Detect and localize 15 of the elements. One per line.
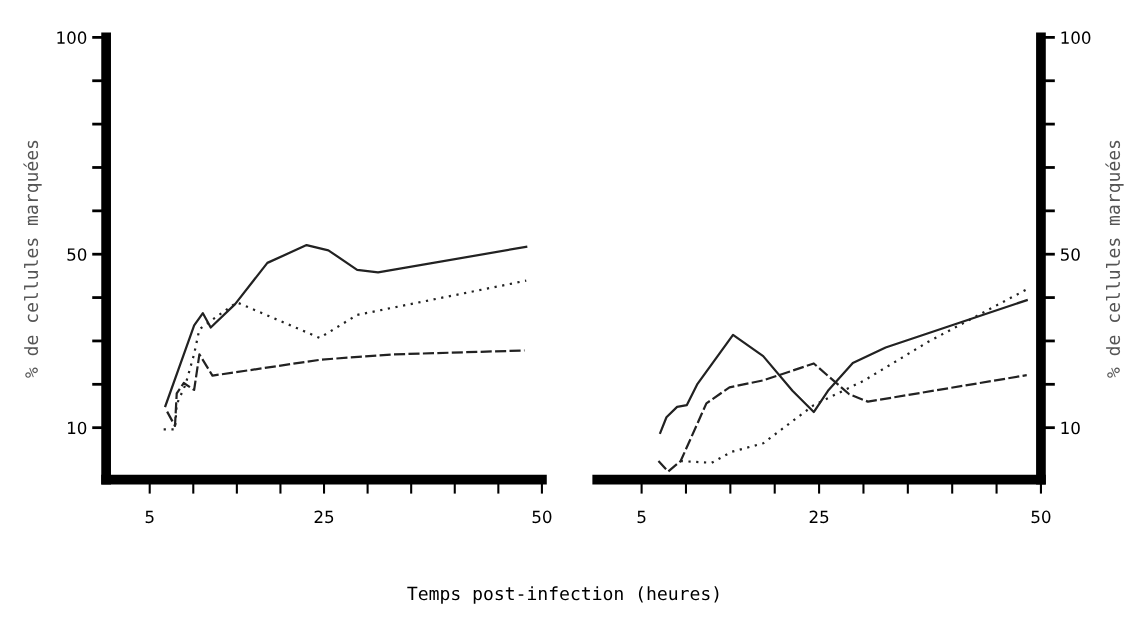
x-tick-label: 50 [532,510,552,524]
x-tick-label: 5 [145,510,154,524]
x-tick-label: 50 [1031,510,1051,524]
x-axis-title: Temps post-infection (heures) [407,586,719,604]
y-axis-title: % de cellules marquées [23,140,42,378]
y2-axis-title: % de cellules marquées [1105,140,1124,378]
y2-tick-label: 100 [1061,31,1091,44]
x-tick-label: 25 [809,510,829,524]
y-tick-label: 10 [68,421,87,435]
x-tick-label: 25 [314,510,334,524]
y-tick-label: 100 [57,31,87,44]
y2-tick-label: 50 [1060,248,1080,261]
y2-tick-label: 10 [1061,421,1080,435]
y-tick-label: 50 [67,248,87,261]
x-tick-label: 5 [637,510,646,524]
